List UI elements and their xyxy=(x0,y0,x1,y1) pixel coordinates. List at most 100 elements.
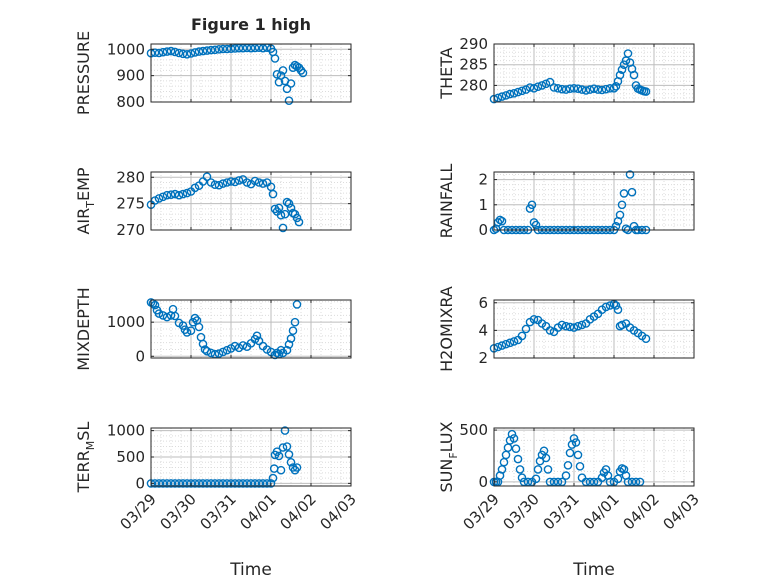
data-point xyxy=(226,479,236,488)
y-tick-label: 270 xyxy=(116,221,145,239)
y-axis-label: RAINFALL xyxy=(437,164,456,239)
data-point xyxy=(617,320,627,330)
data-point xyxy=(198,339,208,349)
data-point xyxy=(254,178,264,187)
data-point xyxy=(565,84,575,93)
data-point xyxy=(242,479,252,488)
y-tick-label: 275 xyxy=(116,195,145,213)
y-tick-label: 900 xyxy=(116,67,145,85)
y-tick-label: 280 xyxy=(459,76,488,94)
data-point xyxy=(276,465,286,475)
data-point xyxy=(218,179,228,188)
data-point xyxy=(194,322,204,332)
data-point xyxy=(537,81,547,90)
data-point xyxy=(178,321,188,330)
data-point xyxy=(202,479,212,488)
data-point xyxy=(290,317,300,327)
data-point xyxy=(276,210,286,220)
data-point xyxy=(515,465,525,474)
y-tick-label: 1 xyxy=(478,196,488,214)
data-point xyxy=(280,426,290,435)
data-point xyxy=(605,301,615,310)
data-point xyxy=(158,479,168,488)
data-point xyxy=(531,220,541,230)
data-point xyxy=(266,479,276,488)
data-point xyxy=(565,448,575,458)
data-point xyxy=(238,479,248,488)
data-point xyxy=(178,49,188,59)
y-tick-label: 0 xyxy=(135,474,145,492)
y-tick-label: 280 xyxy=(116,168,145,186)
data-point xyxy=(174,479,184,488)
data-point xyxy=(509,89,519,98)
data-point xyxy=(154,309,164,318)
data-point xyxy=(286,79,296,88)
data-point xyxy=(222,44,232,54)
data-point xyxy=(507,429,517,439)
data-point xyxy=(641,334,651,344)
data-point xyxy=(258,43,268,53)
data-point xyxy=(513,454,523,464)
subplot-pressure: 800 900 1000 PRESSURE xyxy=(74,31,352,115)
data-point xyxy=(154,194,164,203)
data-point xyxy=(254,336,264,346)
data-point xyxy=(278,223,288,233)
data-point xyxy=(282,442,292,451)
data-point xyxy=(549,83,559,92)
data-point xyxy=(214,479,224,488)
data-point xyxy=(166,46,176,56)
data-point xyxy=(288,326,298,336)
data-point xyxy=(561,471,571,480)
plot-area xyxy=(494,428,694,486)
data-point xyxy=(571,438,581,447)
data-point xyxy=(154,48,164,58)
data-point xyxy=(611,301,621,310)
data-point xyxy=(509,434,519,443)
y-axis-label: MIXDEPTH xyxy=(74,287,93,370)
y-tick-label: 800 xyxy=(116,93,145,111)
y-tick-label: 2 xyxy=(478,171,488,189)
data-point xyxy=(495,215,505,225)
data-point xyxy=(170,189,180,199)
data-point xyxy=(517,331,527,341)
data-point xyxy=(158,47,168,57)
data-point xyxy=(511,444,521,454)
data-point xyxy=(529,314,539,324)
y-axis-label: SUNFLUX xyxy=(437,421,460,492)
data-point xyxy=(158,192,168,202)
y-axis-label: TERRMSL xyxy=(74,422,97,494)
data-point xyxy=(286,203,296,213)
data-point xyxy=(194,47,204,56)
data-point xyxy=(617,65,627,74)
data-point xyxy=(531,474,541,484)
plot-area xyxy=(151,44,351,102)
data-point xyxy=(272,447,282,457)
y-tick-label: 4 xyxy=(478,321,488,339)
data-point xyxy=(577,320,587,330)
subplot-rainfall: 0 1 2 RAINFALL xyxy=(437,164,695,239)
data-point xyxy=(573,84,583,93)
data-point xyxy=(278,443,288,452)
data-point xyxy=(569,323,579,332)
data-point xyxy=(162,479,172,488)
data-point xyxy=(545,77,555,87)
data-point xyxy=(641,87,651,96)
data-point xyxy=(218,44,228,54)
data-point xyxy=(252,331,262,341)
data-point xyxy=(601,84,611,94)
data-point xyxy=(186,326,196,336)
data-point xyxy=(270,54,280,63)
data-point xyxy=(234,176,244,185)
data-point xyxy=(280,209,290,219)
data-point xyxy=(234,479,244,488)
data-point xyxy=(230,44,240,53)
data-point xyxy=(158,311,168,320)
axes-box xyxy=(493,43,695,103)
data-point xyxy=(569,84,579,93)
data-point xyxy=(178,189,188,199)
y-tick-label: 2 xyxy=(478,349,488,367)
y-tick-label: 0 xyxy=(478,473,488,491)
data-point xyxy=(284,450,294,459)
